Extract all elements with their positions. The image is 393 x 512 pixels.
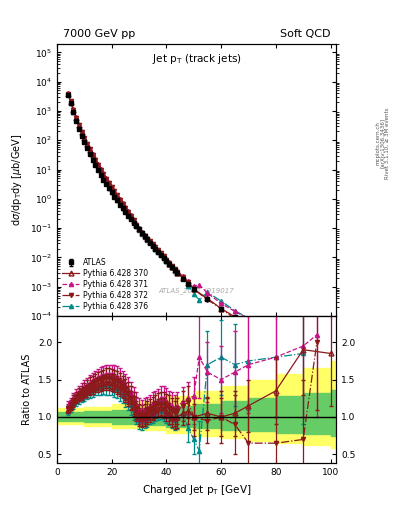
Text: Soft QCD: Soft QCD (280, 29, 331, 39)
Text: Rivet 3.1.10, ≥ 3M events: Rivet 3.1.10, ≥ 3M events (385, 108, 390, 179)
Legend: ATLAS, Pythia 6.428 370, Pythia 6.428 371, Pythia 6.428 372, Pythia 6.428 376: ATLAS, Pythia 6.428 370, Pythia 6.428 37… (61, 257, 150, 312)
Text: Jet p$_\mathrm{T}$ (track jets): Jet p$_\mathrm{T}$ (track jets) (152, 52, 241, 66)
Text: ATLAS_2011_I919017: ATLAS_2011_I919017 (159, 288, 234, 294)
Y-axis label: d$\sigma$/dp$_\mathrm{T}$dy [$\mu$b/GeV]: d$\sigma$/dp$_\mathrm{T}$dy [$\mu$b/GeV] (10, 134, 24, 226)
Text: [arXiv:1306.3436]: [arXiv:1306.3436] (380, 118, 385, 168)
Text: 7000 GeV pp: 7000 GeV pp (62, 29, 135, 39)
Text: mcplots.cern.ch: mcplots.cern.ch (376, 121, 380, 165)
X-axis label: Charged Jet p$_\mathrm{T}$ [GeV]: Charged Jet p$_\mathrm{T}$ [GeV] (142, 483, 251, 497)
Y-axis label: Ratio to ATLAS: Ratio to ATLAS (22, 354, 32, 425)
